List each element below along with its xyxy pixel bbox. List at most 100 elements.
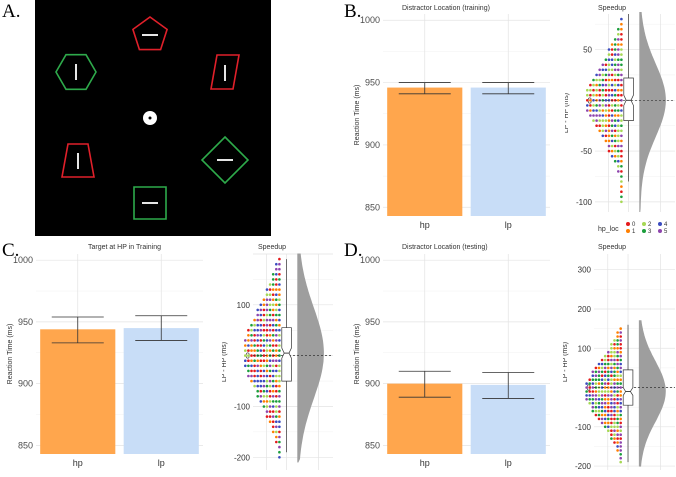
data-point <box>588 398 591 401</box>
data-point <box>613 441 616 444</box>
bar-chart-b: 850 900 950 1000 hp lp Reaction Time (ms) <box>354 14 550 230</box>
data-point <box>595 104 598 107</box>
data-point <box>607 386 610 389</box>
bar-hp <box>387 87 463 216</box>
data-point <box>607 409 610 413</box>
data-point <box>244 359 247 362</box>
data-point <box>620 78 623 82</box>
data-point <box>603 394 607 397</box>
stimulus-diamond <box>200 135 250 185</box>
raincloud-chart-d: -200-1000100200300LP - HP (ms) <box>563 254 675 471</box>
data-point <box>278 415 281 418</box>
data-point <box>610 409 613 413</box>
data-point <box>613 124 617 127</box>
data-point <box>617 99 620 102</box>
bar-hp <box>40 329 116 454</box>
data-point <box>601 134 605 138</box>
data-point <box>598 109 601 112</box>
data-point <box>616 409 619 413</box>
data-point <box>265 364 269 368</box>
data-point <box>262 349 266 352</box>
data-point <box>616 417 619 421</box>
x-tick-label: lp <box>158 458 165 468</box>
data-point <box>603 409 607 413</box>
data-point <box>271 369 275 373</box>
data-point <box>619 366 622 370</box>
data-point <box>613 88 617 92</box>
data-point <box>616 425 619 429</box>
data-point <box>595 124 598 127</box>
data-point <box>594 390 598 393</box>
data-point <box>595 88 598 92</box>
data-point <box>595 114 598 117</box>
legend-item-0: 0 <box>626 222 635 228</box>
data-point <box>603 405 607 409</box>
data-point <box>278 420 281 423</box>
data-point <box>617 43 620 46</box>
data-point <box>607 149 611 153</box>
data-point <box>271 283 275 286</box>
data-point <box>610 154 614 158</box>
data-point <box>262 298 266 301</box>
data-point <box>256 384 259 388</box>
data-point <box>591 390 595 393</box>
data-point <box>616 401 619 405</box>
stimulus-display <box>35 0 271 236</box>
data-point <box>586 104 589 107</box>
data-point <box>275 430 278 434</box>
data-point <box>278 389 281 393</box>
data-point <box>617 38 620 41</box>
data-point <box>271 379 275 383</box>
data-point <box>613 129 617 133</box>
legend-item-3: 3 <box>642 229 651 235</box>
legend-item-2: 2 <box>642 222 651 228</box>
data-point <box>278 298 281 301</box>
data-point <box>610 382 613 385</box>
y-tick-label: -100 <box>576 198 593 207</box>
stimulus-trapezoid <box>210 54 240 90</box>
data-point <box>278 278 281 281</box>
data-point <box>275 415 278 418</box>
data-point <box>597 370 601 374</box>
plot-area <box>594 254 675 470</box>
data-point <box>607 370 610 374</box>
data-point <box>598 78 601 82</box>
data-point <box>610 88 614 92</box>
data-point <box>617 139 620 143</box>
data-point <box>610 48 614 51</box>
data-point <box>613 109 617 112</box>
data-point <box>268 415 272 418</box>
data-point <box>613 413 616 417</box>
data-point <box>597 374 601 377</box>
data-point <box>247 339 250 342</box>
data-point <box>592 99 595 102</box>
data-point <box>610 413 613 417</box>
data-point <box>607 366 610 370</box>
data-point <box>275 389 278 393</box>
data-point <box>275 364 278 368</box>
data-point <box>617 124 620 127</box>
data-point <box>604 114 608 117</box>
data-point <box>268 364 272 368</box>
data-point <box>244 339 247 342</box>
data-point <box>247 364 250 368</box>
data-point <box>613 354 616 358</box>
data-point <box>619 405 622 409</box>
x-tick-label: lp <box>505 458 512 468</box>
data-point <box>244 344 247 347</box>
data-point <box>617 88 620 92</box>
data-point <box>619 358 622 362</box>
data-point <box>607 382 610 385</box>
data-point <box>619 370 622 374</box>
data-point <box>250 334 253 337</box>
data-point <box>278 257 281 261</box>
data-point <box>589 109 592 112</box>
data-point <box>256 334 259 337</box>
data-point <box>585 390 588 393</box>
data-point <box>607 398 610 401</box>
data-point <box>600 394 604 397</box>
data-point <box>617 154 620 158</box>
data-point <box>278 405 281 408</box>
data-point <box>271 410 275 413</box>
data-point <box>620 27 623 31</box>
